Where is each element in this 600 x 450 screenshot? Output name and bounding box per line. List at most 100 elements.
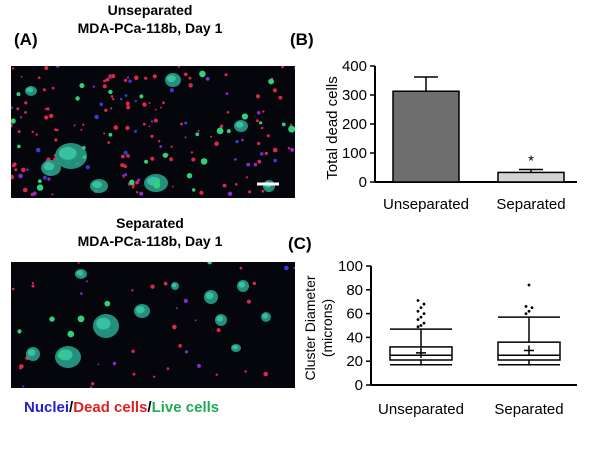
cell-dot: [234, 158, 237, 161]
live-cell: [17, 329, 22, 334]
cell-dot: [150, 284, 155, 289]
cell-dot: [272, 88, 277, 93]
x-tick-label: Separated: [494, 401, 563, 418]
legend-separator: /: [69, 399, 74, 416]
cell-dot: [158, 140, 161, 143]
cell-dot: [120, 154, 125, 159]
cell-cluster-core: [92, 181, 103, 189]
cell-dot: [44, 108, 47, 110]
cell-dot: [290, 147, 295, 152]
cell-dot: [42, 175, 47, 180]
bar: [392, 90, 460, 183]
cell-dot: [177, 66, 180, 68]
cell-dot: [99, 102, 104, 107]
cell-dot: [35, 147, 41, 153]
cell-dot: [150, 156, 155, 161]
cell-dot: [54, 138, 58, 142]
cell-dot: [148, 101, 151, 104]
live-cell: [216, 127, 224, 135]
unseparated-micrograph: [11, 66, 295, 198]
cell-dot: [32, 191, 37, 196]
cell-dot: [11, 106, 13, 109]
cell-dot: [47, 177, 51, 181]
live-cell: [17, 144, 21, 149]
cell-dot: [49, 113, 54, 119]
live-cell: [281, 122, 286, 127]
cell-dot: [37, 76, 41, 79]
cell-cluster-core: [96, 317, 111, 330]
cell-dot: [153, 118, 158, 123]
live-cell: [108, 132, 113, 137]
cell-dot: [184, 121, 188, 125]
outlier-point: [530, 306, 534, 310]
cell-dot: [239, 266, 243, 270]
cell-dot: [131, 289, 134, 292]
cell-dot: [261, 189, 265, 193]
cell-dot: [46, 107, 50, 111]
cell-dot: [214, 141, 219, 146]
cell-dot: [259, 152, 264, 156]
y-axis-label: Total dead cells: [324, 76, 341, 179]
live-cell: [268, 78, 274, 85]
live-cell: [16, 92, 21, 97]
live-cell: [259, 121, 263, 125]
cell-dot: [225, 92, 229, 95]
cell-dot: [89, 386, 92, 388]
y-tick-label: 0: [355, 377, 363, 394]
cell-dot: [97, 363, 100, 366]
stain-legend: Nuclei/Dead cells/Live cells: [24, 399, 219, 416]
cell-dot: [210, 135, 213, 138]
cell-dot: [235, 183, 238, 186]
cell-dot: [287, 147, 291, 150]
cell-cluster-core: [136, 306, 145, 314]
cell-dot: [284, 265, 289, 271]
cell-dot: [19, 116, 23, 119]
legend-nuclei: Nuclei: [24, 399, 70, 416]
outlier-point: [422, 321, 426, 325]
cell-dot: [103, 132, 106, 135]
outlier-point: [527, 283, 531, 287]
cell-dot: [126, 76, 130, 79]
live-cell: [75, 96, 80, 101]
separated-micrograph: [11, 262, 295, 388]
cell-dot: [42, 88, 46, 92]
cell-dot: [11, 287, 15, 291]
live-cell: [241, 113, 248, 120]
legend-separator: /: [147, 399, 152, 416]
y-tick-label: 100: [338, 258, 363, 275]
panel-a-bottom-title: Separated MDA-PCa-118b, Day 1: [40, 214, 260, 250]
cell-dot: [184, 72, 188, 77]
live-cell: [192, 188, 196, 192]
cell-dot: [125, 125, 130, 131]
cell-dot: [18, 173, 23, 179]
cell-dot: [104, 108, 108, 112]
cell-cluster-core: [26, 87, 34, 93]
cell-dot: [54, 128, 57, 131]
cell-cluster-core: [262, 313, 268, 319]
cell-dot: [293, 67, 295, 69]
live-cell: [129, 179, 135, 185]
cell-dot: [246, 162, 251, 167]
cell-dot: [124, 78, 128, 82]
panel-a-top-title: Unseparated MDA-PCa-118b, Day 1: [40, 1, 260, 37]
cell-dot: [245, 176, 248, 179]
cell-dot: [112, 361, 117, 366]
cell-cluster-core: [205, 292, 214, 300]
x-tick-label: Unseparated: [378, 401, 464, 418]
outlier-point: [419, 306, 423, 310]
live-cell: [195, 132, 200, 137]
cell-dot: [12, 162, 17, 167]
cell-dot: [17, 130, 21, 134]
outlier-point: [524, 312, 528, 315]
cell-dot: [131, 186, 135, 189]
panel-c-label: (C): [288, 234, 312, 253]
cell-dot: [102, 84, 107, 89]
cell-dot: [215, 373, 218, 376]
cell-dot: [136, 191, 139, 194]
cell-dot: [124, 173, 128, 177]
cell-dot: [19, 364, 24, 369]
cell-dot: [122, 176, 125, 178]
cell-dot: [194, 319, 197, 322]
dead-cells-bar-chart: Total dead cells 0 100 200 300 400 Unseparate…: [324, 58, 577, 213]
cell-dot: [172, 324, 177, 330]
